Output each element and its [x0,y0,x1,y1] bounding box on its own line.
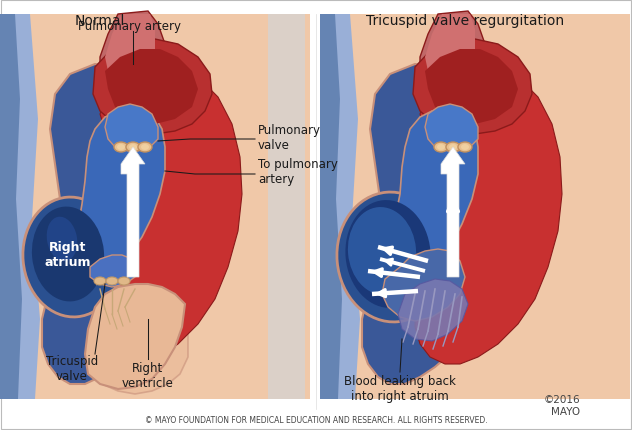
Polygon shape [420,12,485,85]
Polygon shape [425,105,478,152]
Polygon shape [0,15,310,399]
Ellipse shape [118,277,130,286]
Polygon shape [95,68,242,364]
Polygon shape [392,110,478,287]
Text: Blood leaking back
into right atruim: Blood leaking back into right atruim [344,374,456,402]
Polygon shape [382,249,465,321]
Ellipse shape [461,144,469,150]
Ellipse shape [126,143,140,153]
Ellipse shape [23,198,121,317]
Text: To pulmonary
artery: To pulmonary artery [258,158,338,186]
Ellipse shape [348,208,416,295]
Polygon shape [100,12,165,85]
Polygon shape [75,110,165,287]
Polygon shape [0,15,40,399]
Polygon shape [413,40,532,135]
Polygon shape [320,15,342,399]
Ellipse shape [117,144,125,150]
Ellipse shape [129,144,137,150]
Polygon shape [42,65,228,384]
Ellipse shape [118,60,148,80]
Text: Tricuspid valve regurgitation: Tricuspid valve regurgitation [366,14,564,28]
Polygon shape [441,147,465,277]
Ellipse shape [141,144,149,150]
Text: Tricuspid
valve: Tricuspid valve [46,354,98,382]
Polygon shape [260,15,310,399]
Ellipse shape [434,143,448,153]
Polygon shape [0,15,22,399]
Polygon shape [425,15,475,78]
Polygon shape [320,15,630,399]
Text: Right
ventricle: Right ventricle [122,361,174,389]
Ellipse shape [32,207,104,302]
Ellipse shape [458,143,472,153]
Ellipse shape [438,60,468,80]
Text: Pulmonary
valve: Pulmonary valve [258,124,321,152]
Ellipse shape [346,201,430,308]
Ellipse shape [437,144,445,150]
Text: Pulmonary artery: Pulmonary artery [78,20,181,33]
Ellipse shape [94,277,106,286]
Polygon shape [105,50,198,125]
Polygon shape [121,147,145,277]
Polygon shape [80,92,232,394]
Ellipse shape [138,143,152,153]
Polygon shape [93,40,212,135]
Polygon shape [105,105,158,152]
Polygon shape [320,15,360,399]
Ellipse shape [114,143,128,153]
Polygon shape [398,280,468,341]
Text: Right
atrium: Right atrium [45,240,91,268]
Polygon shape [362,65,548,384]
Polygon shape [415,68,562,364]
Polygon shape [90,255,138,287]
Ellipse shape [47,217,77,262]
Ellipse shape [106,277,118,286]
Text: Normal: Normal [75,14,125,28]
Text: © MAYO FOUNDATION FOR MEDICAL EDUCATION AND RESEARCH. ALL RIGHTS RESERVED.: © MAYO FOUNDATION FOR MEDICAL EDUCATION … [145,415,487,424]
Ellipse shape [446,143,460,153]
Ellipse shape [337,193,447,322]
Polygon shape [105,15,155,78]
Ellipse shape [449,144,457,150]
Text: ©2016
MAYO: ©2016 MAYO [544,394,580,416]
Polygon shape [268,15,305,399]
Polygon shape [85,284,185,389]
Polygon shape [425,50,518,125]
